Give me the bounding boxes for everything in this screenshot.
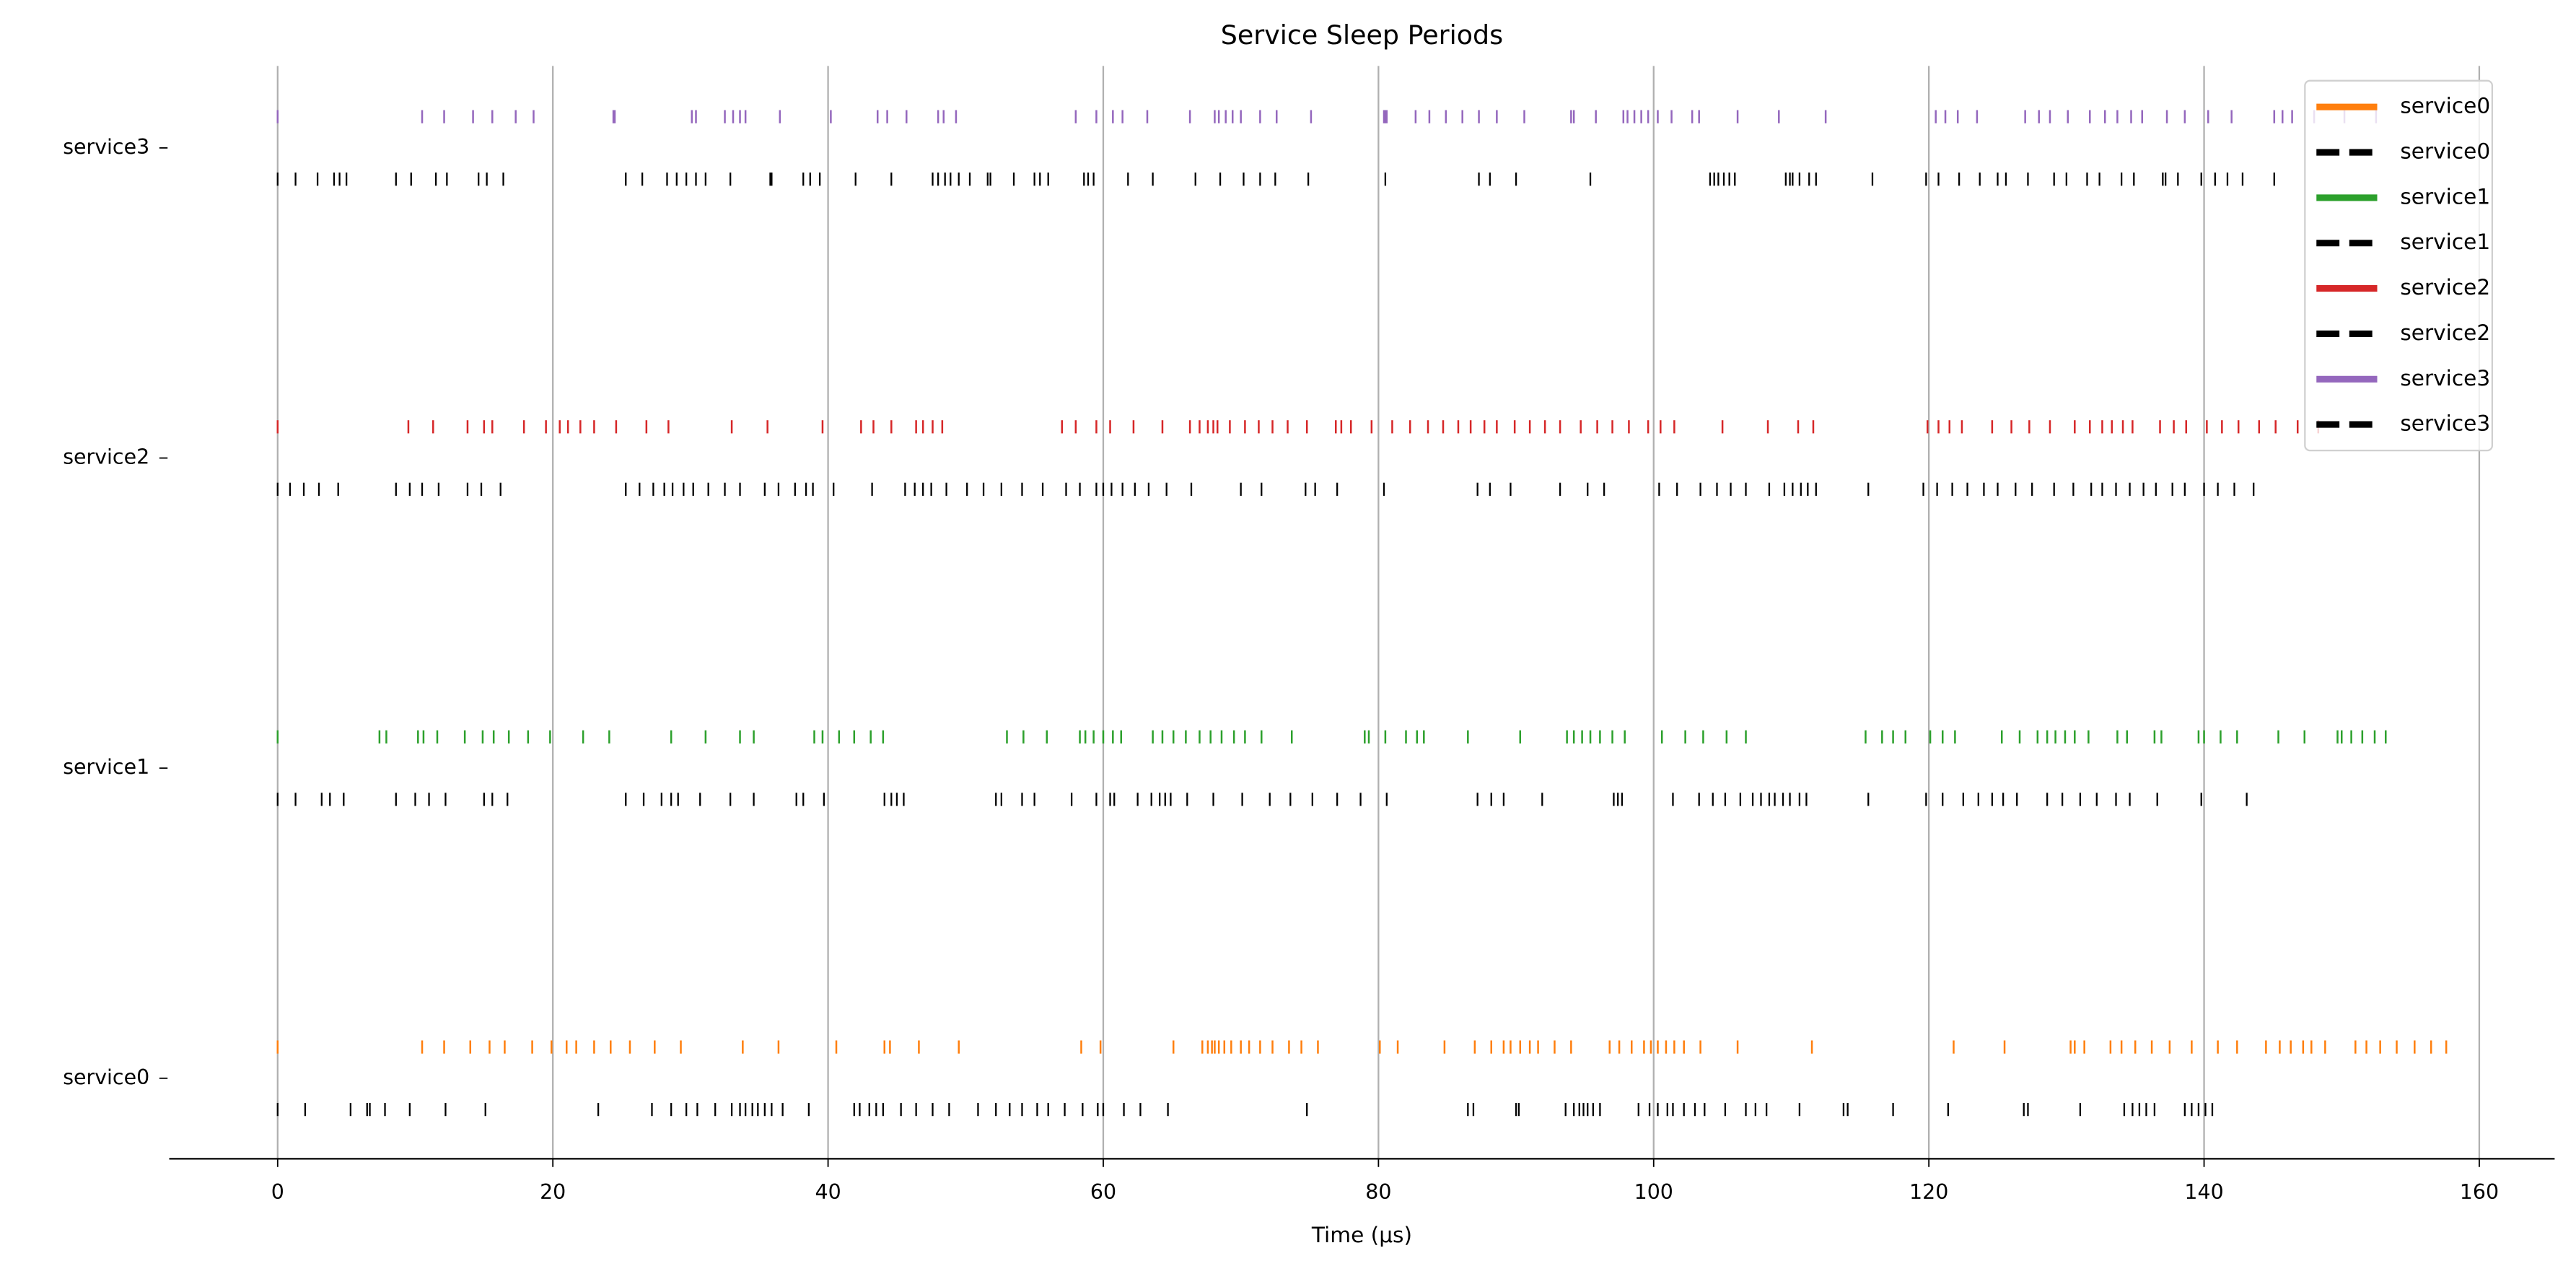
x-tick-label: 0 [271,1180,284,1204]
y-tick-label: service0 [63,1065,149,1089]
legend-label: service0 [2400,94,2490,118]
legend-label: service3 [2400,411,2490,436]
x-tick-label: 160 [2460,1180,2499,1204]
x-tick-label: 120 [1909,1180,1948,1204]
x-tick-label: 40 [815,1180,841,1204]
legend-label: service1 [2400,230,2490,254]
legend-frame [2304,79,2494,452]
legend-label: service2 [2400,320,2490,345]
chart-title: Service Sleep Periods [1221,19,1503,51]
x-axis-label: Time (μs) [1311,1223,1412,1247]
legend-label: service3 [2400,366,2490,391]
x-tick-label: 60 [1090,1180,1116,1204]
x-tick-label: 20 [540,1180,566,1204]
legend: service0 service0 service1 service1 service2… [2304,79,2494,452]
legend-label: service0 [2400,139,2490,164]
y-tick-label: service2 [63,445,149,469]
x-tick-label: 80 [1365,1180,1391,1204]
y-tick-label: service3 [63,135,149,159]
y-tick-label: service1 [63,755,149,779]
x-tick-label: 140 [2184,1180,2223,1204]
legend-label: service2 [2400,275,2490,300]
legend-label: service1 [2400,184,2490,209]
x-tick-label: 100 [1634,1180,1673,1204]
